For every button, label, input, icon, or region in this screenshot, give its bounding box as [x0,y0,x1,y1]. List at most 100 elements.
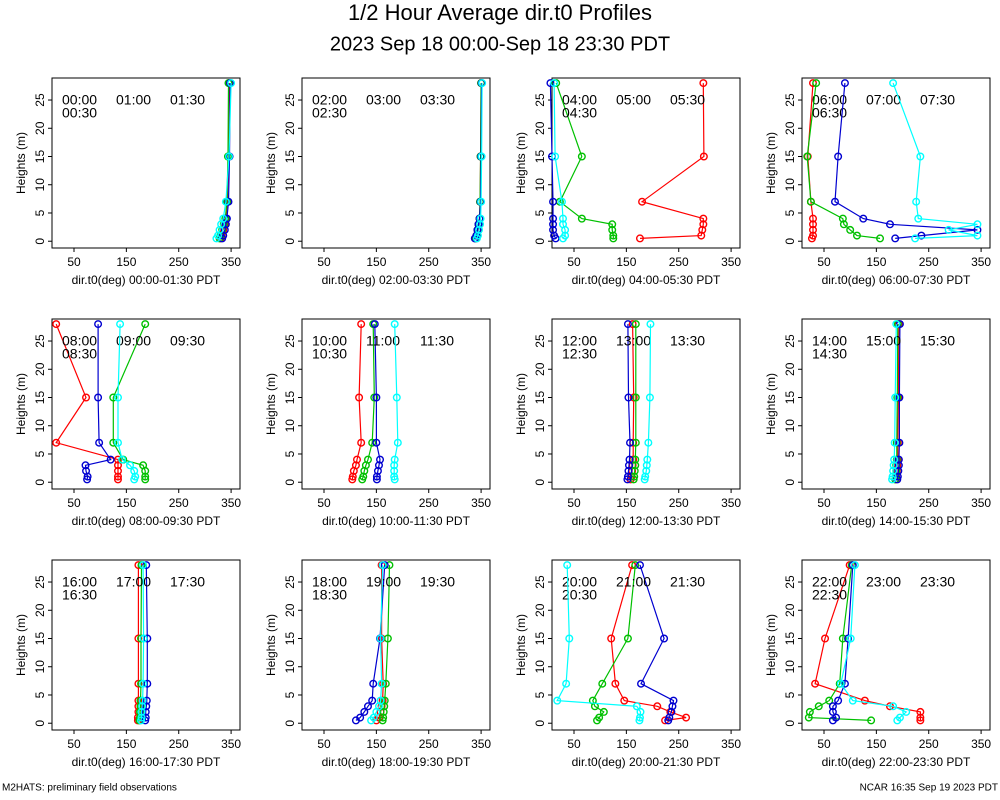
profile-point [348,472,357,481]
y-tick-label: 25 [283,93,297,107]
profile-point [595,713,604,722]
legend-label: 19:00 [366,574,401,590]
y-axis-label: Heights (m) [514,373,528,435]
profile-point [669,696,678,705]
plot-frame [801,318,991,490]
profile-point [811,679,820,688]
x-tick-label: 350 [221,255,241,269]
profile-point [138,702,147,711]
y-tick-label: 5 [283,209,297,216]
profile-point [118,455,127,464]
profile-point [359,472,368,481]
y-tick-label: 0 [33,479,47,486]
y-tick-label: 10 [33,178,47,192]
x-tick-label: 150 [116,255,136,269]
legend-label: 01:00 [116,92,151,108]
profile-point [390,472,399,481]
profile-point [916,713,925,722]
profile-point [221,197,230,206]
profile-point [917,231,926,240]
profile-point [682,713,691,722]
profile-point [631,393,640,402]
profile-point [834,152,843,161]
legend-label: 01:30 [170,92,205,108]
y-tick-label: 15 [33,632,47,646]
profile-point [838,214,847,223]
y-tick-label: 15 [283,391,297,405]
profile-point [376,455,385,464]
y-tick-label: 25 [533,334,547,348]
plot-frame [301,559,491,731]
profile-point [808,220,817,229]
profile-point [850,561,859,570]
legend-label: 15:00 [866,333,901,349]
x-tick-label: 50 [817,496,831,510]
profile-point [142,561,151,570]
profile-point [846,634,855,643]
profile-point [911,234,920,243]
x-tick-label: 250 [169,496,189,510]
profile-point [390,466,399,475]
profile-point [608,225,617,234]
footer-left: M2HATS: preliminary field observations [2,783,177,794]
profile-point [609,231,618,240]
profile-point [352,455,361,464]
y-tick-label: 25 [533,575,547,589]
y-tick-label: 25 [283,334,297,348]
profile-point [697,231,706,240]
profile-point [126,461,135,470]
x-tick-label: 50 [567,255,581,269]
x-tick-label: 250 [919,496,939,510]
legend-label: 06:30 [812,105,847,121]
legend-label: 23:30 [920,574,955,590]
y-tick-label: 0 [283,479,297,486]
profile-point [973,231,982,240]
y-tick-label: 5 [533,691,547,698]
profile-point [890,438,899,447]
y-tick-label: 25 [533,93,547,107]
profile-point [392,393,401,402]
x-tick-label: 150 [616,496,636,510]
y-tick-label: 20 [283,603,297,617]
profile-point [973,225,982,234]
profile-point [834,696,843,705]
profile-point [944,225,953,234]
profile-point [631,561,640,570]
y-tick-label: 20 [783,362,797,376]
legend-label: 13:30 [670,333,705,349]
profile-point [390,461,399,470]
y-tick-label: 0 [533,479,547,486]
profile-point [383,634,392,643]
y-tick-label: 15 [283,150,297,164]
legend-label: 07:00 [866,92,901,108]
profile-point [563,561,572,570]
y-axis-label: Heights (m) [514,614,528,676]
x-tick-label: 150 [866,737,886,751]
plot-frame [51,559,241,731]
legend-label: 17:30 [170,574,205,590]
x-tick-label: 150 [366,255,386,269]
profile-point [94,393,103,402]
profile-point [141,320,150,329]
profile-point [393,438,402,447]
profile-point [94,320,103,329]
profile-line [892,82,978,239]
profile-point [607,634,616,643]
profile-point [357,438,366,447]
profile-point [372,393,381,402]
profile-point [113,466,122,475]
profile-point [577,152,586,161]
profile-point [363,455,372,464]
y-tick-label: 25 [33,93,47,107]
profile-point [380,696,389,705]
profile-point [219,214,228,223]
profile-point [653,702,662,711]
y-tick-label: 15 [783,150,797,164]
profile-point [808,79,817,88]
profile-point [116,320,125,329]
profile-point [839,220,848,229]
legend-label: 16:30 [62,587,97,603]
profile-point [646,320,655,329]
profile-point [699,214,708,223]
profile-point [642,461,651,470]
